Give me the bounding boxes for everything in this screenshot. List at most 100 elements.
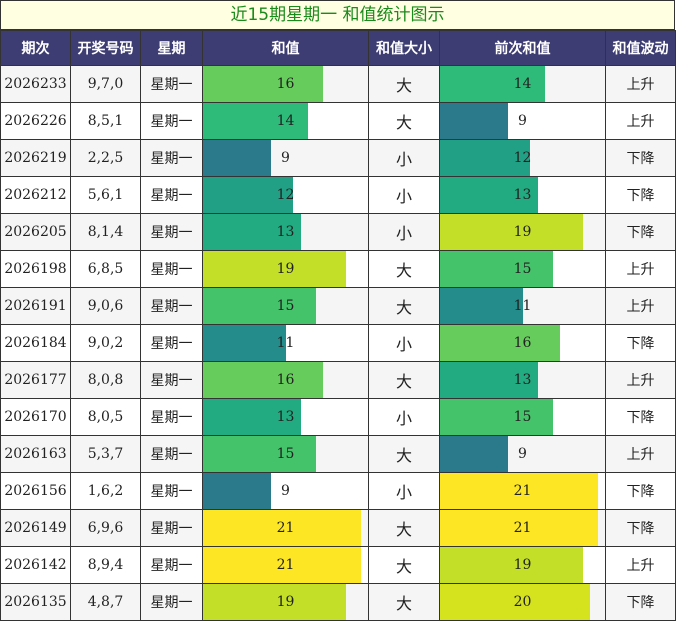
stats-table: 期次 开奖号码 星期 和值 和值大小 前次和值 和值波动 2026233 9,7,… bbox=[0, 30, 676, 621]
trend-cell: 下降 bbox=[605, 139, 676, 177]
trend-cell: 下降 bbox=[605, 213, 676, 251]
weekday-cell: 星期一 bbox=[140, 435, 203, 473]
sum-cell-bar bbox=[203, 66, 323, 102]
sum-cell: 15 bbox=[202, 287, 369, 325]
weekday-cell: 星期一 bbox=[140, 102, 203, 140]
sum-cell-label: 13 bbox=[276, 224, 295, 240]
sum-cell-label: 15 bbox=[276, 446, 295, 462]
prev-sum-cell-bar bbox=[440, 547, 583, 583]
table-row: 2026212 5,6,1 星期一 12 小 13 下降 bbox=[0, 176, 676, 214]
size-cell: 小 bbox=[368, 472, 440, 510]
prev-sum-cell: 19 bbox=[439, 546, 606, 584]
prev-sum-cell: 11 bbox=[439, 287, 606, 325]
issue-cell: 2026191 bbox=[0, 287, 71, 325]
issue-cell: 2026212 bbox=[0, 176, 71, 214]
table-row: 2026142 8,9,4 星期一 21 大 19 上升 bbox=[0, 546, 676, 584]
header-weekday: 星期 bbox=[140, 30, 203, 66]
table-row: 2026156 1,6,2 星期一 9 小 21 下降 bbox=[0, 472, 676, 510]
trend-cell: 上升 bbox=[605, 361, 676, 399]
size-cell: 小 bbox=[368, 324, 440, 362]
prev-sum-cell: 9 bbox=[439, 102, 606, 140]
header-numbers: 开奖号码 bbox=[70, 30, 141, 66]
prev-sum-cell-bar bbox=[440, 510, 598, 546]
prev-sum-cell: 14 bbox=[439, 65, 606, 103]
size-cell: 小 bbox=[368, 176, 440, 214]
sum-cell-bar bbox=[203, 214, 301, 250]
size-cell: 大 bbox=[368, 287, 440, 325]
weekday-cell: 星期一 bbox=[140, 324, 203, 362]
trend-cell: 上升 bbox=[605, 65, 676, 103]
sum-cell: 19 bbox=[202, 250, 369, 288]
prev-sum-cell: 21 bbox=[439, 472, 606, 510]
size-cell: 小 bbox=[368, 398, 440, 436]
prev-sum-cell-bar bbox=[440, 288, 523, 324]
trend-cell: 下降 bbox=[605, 398, 676, 436]
prev-sum-cell-bar bbox=[440, 251, 553, 287]
trend-cell: 上升 bbox=[605, 102, 676, 140]
prev-sum-cell: 13 bbox=[439, 361, 606, 399]
sum-cell: 11 bbox=[202, 324, 369, 362]
sum-cell-bar bbox=[203, 547, 361, 583]
prev-sum-cell: 21 bbox=[439, 509, 606, 547]
issue-cell: 2026219 bbox=[0, 139, 71, 177]
sum-cell: 9 bbox=[202, 139, 369, 177]
numbers-cell: 9,0,6 bbox=[70, 287, 141, 325]
table-row: 2026205 8,1,4 星期一 13 小 19 下降 bbox=[0, 213, 676, 251]
sum-cell-bar bbox=[203, 510, 361, 546]
numbers-cell: 9,0,2 bbox=[70, 324, 141, 362]
prev-sum-cell: 19 bbox=[439, 213, 606, 251]
prev-sum-cell-label: 15 bbox=[513, 409, 532, 425]
prev-sum-cell: 12 bbox=[439, 139, 606, 177]
prev-sum-cell-bar bbox=[440, 66, 545, 102]
sum-cell-bar bbox=[203, 288, 316, 324]
numbers-cell: 8,0,8 bbox=[70, 361, 141, 399]
weekday-cell: 星期一 bbox=[140, 398, 203, 436]
prev-sum-cell-bar bbox=[440, 140, 530, 176]
header-size: 和值大小 bbox=[368, 30, 440, 66]
weekday-cell: 星期一 bbox=[140, 583, 203, 621]
sum-cell: 19 bbox=[202, 583, 369, 621]
weekday-cell: 星期一 bbox=[140, 176, 203, 214]
sum-cell-bar bbox=[203, 177, 293, 213]
table-row: 2026135 4,8,7 星期一 19 大 20 下降 bbox=[0, 583, 676, 621]
prev-sum-cell-label: 21 bbox=[513, 483, 532, 499]
weekday-cell: 星期一 bbox=[140, 472, 203, 510]
issue-cell: 2026184 bbox=[0, 324, 71, 362]
weekday-cell: 星期一 bbox=[140, 361, 203, 399]
numbers-cell: 8,0,5 bbox=[70, 398, 141, 436]
prev-sum-cell-bar bbox=[440, 103, 508, 139]
sum-cell: 14 bbox=[202, 102, 369, 140]
issue-cell: 2026198 bbox=[0, 250, 71, 288]
prev-sum-cell-label: 16 bbox=[513, 335, 532, 351]
table-row: 2026149 6,9,6 星期一 21 大 21 下降 bbox=[0, 509, 676, 547]
sum-cell-bar bbox=[203, 399, 301, 435]
prev-sum-cell-label: 12 bbox=[513, 150, 532, 166]
sum-cell-label: 13 bbox=[276, 409, 295, 425]
table-row: 2026184 9,0,2 星期一 11 小 16 下降 bbox=[0, 324, 676, 362]
prev-sum-cell-label: 15 bbox=[513, 261, 532, 277]
prev-sum-cell: 13 bbox=[439, 176, 606, 214]
size-cell: 大 bbox=[368, 102, 440, 140]
prev-sum-cell-bar bbox=[440, 362, 538, 398]
numbers-cell: 6,9,6 bbox=[70, 509, 141, 547]
size-cell: 大 bbox=[368, 361, 440, 399]
prev-sum-cell-bar bbox=[440, 584, 590, 620]
prev-sum-cell-bar bbox=[440, 436, 508, 472]
issue-cell: 2026233 bbox=[0, 65, 71, 103]
prev-sum-cell-label: 13 bbox=[513, 187, 532, 203]
prev-sum-cell: 20 bbox=[439, 583, 606, 621]
sum-cell-label: 9 bbox=[281, 483, 290, 499]
sum-cell-label: 19 bbox=[276, 261, 295, 277]
table-row: 2026191 9,0,6 星期一 15 大 11 上升 bbox=[0, 287, 676, 325]
sum-cell: 9 bbox=[202, 472, 369, 510]
issue-cell: 2026142 bbox=[0, 546, 71, 584]
table-row: 2026233 9,7,0 星期一 16 大 14 上升 bbox=[0, 65, 676, 103]
sum-cell: 13 bbox=[202, 213, 369, 251]
trend-cell: 下降 bbox=[605, 324, 676, 362]
sum-cell-bar bbox=[203, 362, 323, 398]
prev-sum-cell-bar bbox=[440, 399, 553, 435]
prev-sum-cell-label: 19 bbox=[513, 557, 532, 573]
size-cell: 大 bbox=[368, 250, 440, 288]
weekday-cell: 星期一 bbox=[140, 65, 203, 103]
weekday-cell: 星期一 bbox=[140, 287, 203, 325]
